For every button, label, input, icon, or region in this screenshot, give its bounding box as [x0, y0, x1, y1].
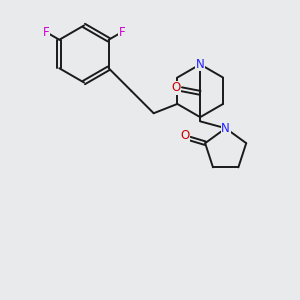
Text: F: F: [119, 26, 125, 39]
Text: F: F: [43, 26, 49, 39]
Text: O: O: [172, 81, 181, 94]
Text: N: N: [196, 58, 205, 71]
Text: O: O: [180, 129, 189, 142]
Text: N: N: [221, 122, 230, 135]
